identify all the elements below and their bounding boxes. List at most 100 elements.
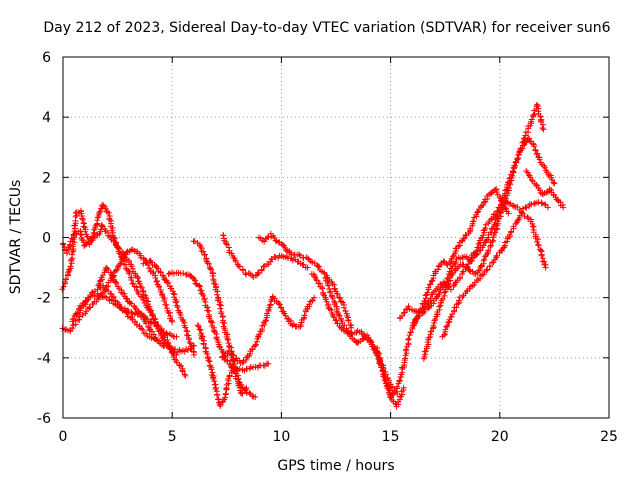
data-point xyxy=(271,234,278,241)
data-point xyxy=(367,338,374,345)
data-point xyxy=(204,307,211,314)
data-point xyxy=(550,179,557,186)
data-point xyxy=(147,257,154,264)
data-point xyxy=(456,274,463,281)
data-point xyxy=(283,246,290,253)
data-point xyxy=(260,263,267,270)
data-point xyxy=(79,215,86,222)
data-point xyxy=(379,367,386,374)
data-point xyxy=(436,303,443,310)
data-point xyxy=(160,329,167,336)
data-point xyxy=(405,303,412,310)
data-point xyxy=(94,217,101,224)
data-point xyxy=(329,295,336,302)
data-point xyxy=(486,263,493,270)
x-tick-label: 15 xyxy=(382,429,400,445)
data-point xyxy=(226,360,233,367)
data-point xyxy=(480,232,487,239)
data-point xyxy=(185,332,192,339)
data-point xyxy=(196,282,203,289)
data-point xyxy=(315,263,322,270)
data-point xyxy=(272,254,279,261)
data-point xyxy=(524,169,531,176)
data-point xyxy=(217,305,224,312)
data-point xyxy=(194,322,201,329)
data-point xyxy=(174,302,181,309)
y-tick-label: 2 xyxy=(42,170,51,186)
data-point xyxy=(534,238,541,245)
data-point xyxy=(65,269,72,276)
data-point xyxy=(534,101,541,108)
data-point xyxy=(446,259,453,266)
data-point xyxy=(560,204,567,211)
data-point xyxy=(66,266,73,273)
data-point xyxy=(542,164,549,171)
data-point xyxy=(493,188,500,195)
data-point xyxy=(442,326,449,333)
data-point xyxy=(535,242,542,249)
data-point xyxy=(400,384,407,391)
data-point xyxy=(354,339,361,346)
data-point xyxy=(325,282,332,289)
data-point xyxy=(239,390,246,397)
data-point xyxy=(425,284,432,291)
data-point xyxy=(483,252,490,259)
data-point xyxy=(206,358,213,365)
data-point xyxy=(525,215,532,222)
data-point xyxy=(69,325,76,332)
data-point xyxy=(197,287,204,294)
data-point xyxy=(179,368,186,375)
data-point xyxy=(255,333,262,340)
data-point xyxy=(195,323,202,330)
data-point xyxy=(336,312,343,319)
data-point xyxy=(139,326,146,333)
data-point xyxy=(243,384,250,391)
data-point xyxy=(116,301,123,308)
data-point xyxy=(80,216,87,223)
y-axis-ticks: -6 -4 -2 0 2 4 6 xyxy=(37,50,609,427)
data-point xyxy=(82,298,89,305)
data-point xyxy=(519,145,526,152)
data-point xyxy=(441,332,448,339)
data-point xyxy=(171,356,178,363)
data-point xyxy=(375,349,382,356)
data-point xyxy=(140,260,147,267)
data-point xyxy=(125,267,132,274)
data-point xyxy=(306,301,313,308)
data-point xyxy=(152,275,159,282)
data-point xyxy=(537,247,544,254)
data-point xyxy=(150,331,157,338)
data-point xyxy=(164,339,171,346)
data-point xyxy=(488,190,495,197)
data-point xyxy=(105,209,112,216)
data-point xyxy=(320,291,327,298)
data-point xyxy=(459,294,466,301)
data-point xyxy=(87,304,94,311)
data-point xyxy=(76,316,83,323)
data-point xyxy=(236,263,243,270)
data-point xyxy=(396,377,403,384)
data-point xyxy=(203,257,210,264)
data-point xyxy=(377,361,384,368)
data-point xyxy=(137,254,144,261)
data-point xyxy=(211,280,218,287)
data-point xyxy=(348,324,355,331)
data-point xyxy=(378,364,385,371)
data-point xyxy=(246,365,253,372)
data-point xyxy=(69,248,76,255)
data-point xyxy=(479,202,486,209)
data-point xyxy=(544,204,551,211)
data-point xyxy=(319,285,326,292)
data-point xyxy=(70,322,77,329)
data-point xyxy=(197,327,204,334)
x-tick-label: 5 xyxy=(168,429,177,445)
data-point xyxy=(161,297,168,304)
data-point xyxy=(439,295,446,302)
y-tick-label: -2 xyxy=(37,291,51,307)
data-point xyxy=(484,266,491,273)
data-point xyxy=(494,252,501,259)
data-point xyxy=(531,143,538,150)
data-point xyxy=(230,352,237,359)
data-point xyxy=(422,348,429,355)
data-point xyxy=(126,270,133,277)
